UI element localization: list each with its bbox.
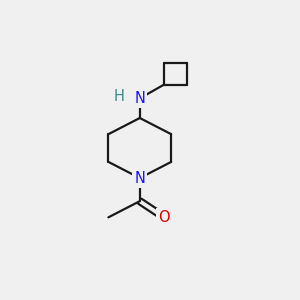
- Text: H: H: [113, 88, 124, 104]
- Text: O: O: [158, 210, 170, 225]
- Text: N: N: [134, 91, 145, 106]
- Text: N: N: [134, 171, 145, 186]
